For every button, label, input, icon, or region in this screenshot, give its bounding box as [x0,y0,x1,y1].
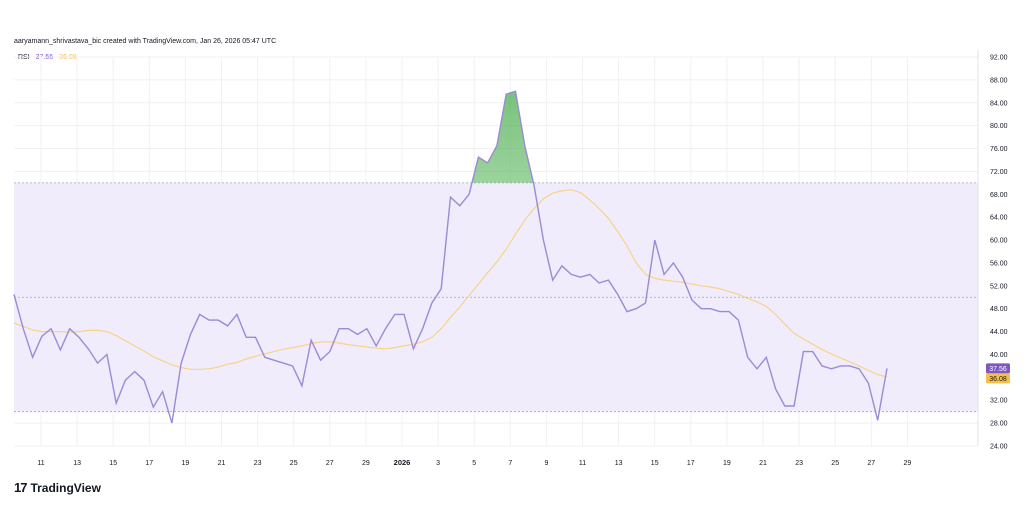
ma-line [13,189,888,378]
x-tick-label: 23 [795,460,803,467]
x-tick-label: 2026 [394,458,411,467]
y-tick-label: 68.00 [990,192,1008,199]
y-tick-label: 32.00 [990,398,1008,405]
rsi-price-label: 37.56 [989,366,1007,373]
y-tick-label: 76.00 [990,146,1008,153]
y-tick-label: 48.00 [990,306,1008,313]
y-tick-label: 24.00 [990,444,1008,451]
x-tick-label: 11 [37,460,44,467]
ma-price-label-bg [986,373,1010,384]
y-tick-label: 60.00 [990,238,1008,245]
x-tick-label: 25 [831,460,839,467]
x-tick-label: 19 [182,460,190,467]
x-tick-label: 29 [362,460,370,467]
y-tick-label: 80.00 [990,123,1008,130]
x-axis: 11 13 15 17 19 21 23 25 27 29 2026 3 5 7 9 11 13 15 17 19 21… [37,458,911,467]
x-tick-label: 21 [218,460,226,467]
x-tick-label: 13 [615,460,623,467]
x-tick-label: 15 [109,460,117,467]
y-tick-label: 44.00 [990,329,1008,336]
x-tick-label: 29 [904,460,912,467]
tradingview-logo-icon: 17 [14,480,28,495]
x-tick-label: 21 [759,460,767,467]
x-tick-label: 17 [145,460,153,467]
y-tick-label: 88.00 [990,77,1008,84]
x-tick-label: 3 [436,460,440,467]
x-tick-label: 7 [508,460,512,467]
x-tick-label: 19 [723,460,731,467]
y-tick-label: 92.00 [990,55,1008,62]
y-axis: 92.00 88.00 84.00 80.00 76.00 72.00 68.00 64.00… [990,55,1008,451]
y-tick-label: 84.00 [990,100,1008,107]
brand-name: TradingView [30,480,101,495]
x-tick-label: 25 [290,460,298,467]
x-tick-label: 17 [687,460,695,467]
x-tick-label: 15 [651,460,659,467]
rsi-line [13,90,888,424]
y-tick-label: 56.00 [990,260,1008,267]
x-tick-label: 5 [472,460,476,467]
rsi-price-label-bg [986,363,1010,374]
x-tick-label: 27 [867,460,875,467]
chart-credit: aaryamann_shrivastava_bic created with T… [14,38,277,45]
y-tick-label: 72.00 [990,169,1008,176]
ma-price-label: 36.08 [989,376,1007,383]
y-tick-label: 52.00 [990,283,1008,290]
tradingview-brand[interactable]: 17 TradingView [14,480,101,495]
x-tick-label: 27 [326,460,334,467]
y-tick-label: 40.00 [990,352,1008,359]
y-tick-label: 28.00 [990,421,1008,428]
y-tick-label: 64.00 [990,215,1008,222]
x-tick-label: 11 [579,460,586,467]
price-labels: 37.56 36.08 [986,363,1010,384]
x-tick-label: 13 [73,460,81,467]
x-tick-label: 23 [254,460,262,467]
overbought-fill [471,91,534,183]
x-tick-label: 9 [544,460,548,467]
